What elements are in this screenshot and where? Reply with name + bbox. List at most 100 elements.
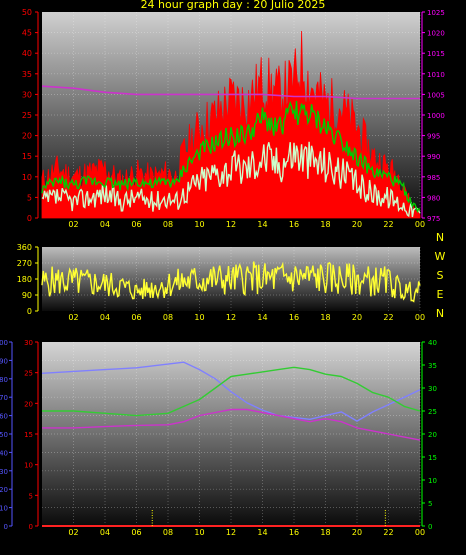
x-tick-label: 00 xyxy=(415,220,425,229)
x-tick-label: 20 xyxy=(352,528,362,537)
x-tick-label: 00 xyxy=(415,313,425,322)
left-axis-label: 35 xyxy=(22,70,32,79)
humidity-axis-label: 100 xyxy=(0,339,8,347)
compass-label: N xyxy=(436,231,444,244)
x-tick-label: 02 xyxy=(68,528,78,537)
dewpoint-series xyxy=(42,408,421,441)
humidity-axis-label: 0 xyxy=(4,523,8,531)
left-axis-label: 0 xyxy=(27,214,32,223)
temp-left-axis-label: 15 xyxy=(24,431,33,439)
left-axis-label: 20 xyxy=(22,132,32,141)
temp-left-axis-label: 10 xyxy=(24,462,33,470)
plot-area-3 xyxy=(42,342,420,526)
x-tick-label: 14 xyxy=(257,528,267,537)
x-tick-label: 18 xyxy=(320,220,330,229)
humidity-axis-label: 40 xyxy=(0,449,8,457)
x-tick-label: 04 xyxy=(100,220,110,229)
x-tick-label: 02 xyxy=(68,313,78,322)
right-axis-label: 1000 xyxy=(427,112,445,120)
left-axis-label: 40 xyxy=(22,49,32,58)
x-tick-label: 06 xyxy=(131,313,141,322)
chart-title: 24 hour graph day : 20 Julio 2025 xyxy=(140,0,326,11)
right-axis-label: 1010 xyxy=(427,71,445,79)
left-axis-label: 15 xyxy=(22,152,32,161)
x-tick-label: 00 xyxy=(415,528,425,537)
x-tick-label: 14 xyxy=(257,313,267,322)
temp-right-axis-label: 20 xyxy=(428,431,437,439)
wind-direction-series xyxy=(41,261,421,303)
compass-label: E xyxy=(437,288,444,301)
right-axis-label: 1005 xyxy=(427,91,445,99)
x-tick-label: 16 xyxy=(289,220,299,229)
temperature-series xyxy=(42,366,421,417)
x-tick-label: 06 xyxy=(131,528,141,537)
right-axis-label: 995 xyxy=(427,133,440,141)
humidity-axis-label: 50 xyxy=(0,431,8,439)
compass-label: W xyxy=(435,250,446,263)
x-tick-label: 04 xyxy=(100,528,110,537)
x-tick-label: 16 xyxy=(289,528,299,537)
temp-left-axis-label: 5 xyxy=(29,492,33,500)
humidity-axis-label: 10 xyxy=(0,505,8,513)
temp-right-axis-label: 25 xyxy=(428,408,437,416)
temp-left-axis-label: 25 xyxy=(24,370,33,378)
dir-axis-label: 0 xyxy=(27,307,32,316)
humidity-axis-label: 20 xyxy=(0,486,8,494)
left-axis-label: 5 xyxy=(27,193,32,202)
right-axis-label: 980 xyxy=(427,194,440,202)
temp-left-axis-label: 20 xyxy=(24,400,33,408)
wind-min-series xyxy=(41,141,421,218)
humidity-axis-label: 30 xyxy=(0,468,8,476)
temp-right-axis-label: 15 xyxy=(428,454,437,462)
right-axis-label: 1015 xyxy=(427,50,445,58)
right-axis-label: 985 xyxy=(427,174,440,182)
x-tick-label: 22 xyxy=(383,528,393,537)
x-tick-label: 22 xyxy=(383,220,393,229)
right-axis-label: 990 xyxy=(427,153,440,161)
x-tick-label: 20 xyxy=(352,313,362,322)
x-tick-label: 02 xyxy=(68,220,78,229)
x-tick-label: 10 xyxy=(194,313,204,322)
x-tick-label: 18 xyxy=(320,313,330,322)
wind-avg-series xyxy=(41,100,421,214)
x-tick-label: 04 xyxy=(100,313,110,322)
humidity-axis-label: 70 xyxy=(0,394,8,402)
right-axis-label: 1025 xyxy=(427,9,445,17)
temp-right-axis-label: 40 xyxy=(428,339,437,347)
dir-axis-label: 270 xyxy=(17,259,32,268)
x-tick-label: 08 xyxy=(163,313,173,322)
x-tick-label: 12 xyxy=(226,528,236,537)
compass-label: N xyxy=(436,307,444,320)
left-axis-label: 50 xyxy=(22,8,32,17)
temp-right-axis-label: 5 xyxy=(428,500,432,508)
left-axis-label: 45 xyxy=(22,29,32,38)
humidity-axis-label: 60 xyxy=(0,413,8,421)
x-tick-label: 10 xyxy=(194,528,204,537)
humidity-series xyxy=(41,361,421,422)
temp-right-axis-label: 10 xyxy=(428,477,437,485)
x-tick-label: 12 xyxy=(226,313,236,322)
temp-left-axis-label: 0 xyxy=(29,523,33,531)
humidity-axis-label: 80 xyxy=(0,376,8,384)
temp-right-axis-label: 0 xyxy=(428,523,432,531)
humidity-axis-label: 90 xyxy=(0,357,8,365)
temp-left-axis-label: 30 xyxy=(24,339,33,347)
left-axis-label: 30 xyxy=(22,90,32,99)
compass-label: S xyxy=(437,269,444,282)
dir-axis-label: 180 xyxy=(17,275,32,284)
x-tick-label: 08 xyxy=(163,528,173,537)
x-tick-label: 08 xyxy=(163,220,173,229)
right-axis-label: 1020 xyxy=(427,30,445,38)
x-tick-label: 20 xyxy=(352,220,362,229)
pressure-series xyxy=(41,85,420,100)
x-tick-label: 14 xyxy=(257,220,267,229)
temp-right-axis-label: 30 xyxy=(428,385,437,393)
dir-axis-label: 90 xyxy=(22,291,32,300)
right-axis-label: 975 xyxy=(427,215,440,223)
x-tick-label: 12 xyxy=(226,220,236,229)
x-tick-label: 22 xyxy=(383,313,393,322)
left-axis-label: 10 xyxy=(22,173,32,182)
x-tick-label: 10 xyxy=(194,220,204,229)
x-tick-label: 16 xyxy=(289,313,299,322)
